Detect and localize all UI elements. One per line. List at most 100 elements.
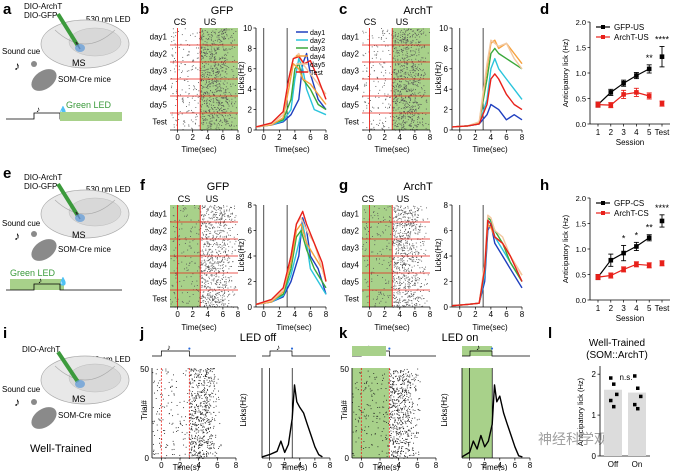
raster-dot (407, 273, 409, 275)
raster-dot (407, 39, 409, 41)
raster-dot (211, 392, 213, 394)
raster-dot (376, 124, 378, 125)
raster-dot (414, 379, 416, 381)
raster-dot (219, 282, 221, 284)
raster-dot (190, 429, 192, 431)
raster-dot (410, 248, 412, 250)
raster-dot (219, 83, 221, 85)
raster-dot (397, 245, 399, 247)
raster-dot (397, 38, 399, 40)
raster-dot (414, 224, 416, 226)
raster-dot (215, 249, 217, 251)
raster-dot (384, 99, 386, 101)
raster-dot (198, 427, 199, 429)
raster-dot (419, 122, 421, 124)
raster-dot (392, 92, 394, 94)
raster-dot (198, 409, 200, 411)
raster-dot (191, 394, 193, 396)
raster-dot (372, 65, 374, 67)
raster-dot (201, 441, 203, 442)
raster-dot (152, 451, 154, 452)
raster-dot (226, 49, 228, 51)
raster-dot (206, 418, 208, 420)
raster-dot (179, 454, 181, 456)
raster-dot (200, 391, 202, 393)
raster-dot (412, 280, 413, 282)
raster-dot (415, 229, 417, 231)
raster-dot (210, 232, 212, 234)
raster-dot (225, 124, 227, 126)
raster-dot (377, 51, 379, 53)
raster-dot (196, 405, 197, 406)
raster-dot (213, 368, 215, 369)
raster-dot (212, 71, 214, 73)
raster-dot (396, 102, 398, 104)
raster-dot (403, 47, 405, 49)
raster-dot (231, 48, 233, 50)
session-chart-h (587, 197, 670, 303)
x-tick-label: 8 (236, 310, 241, 319)
raster-dot (371, 251, 373, 253)
raster-dot (156, 413, 158, 415)
raster-dot (219, 109, 221, 111)
raster-dot (373, 80, 375, 82)
raster-dot (409, 70, 411, 72)
raster-dot (413, 259, 415, 261)
raster-dot (411, 269, 412, 271)
raster-dot (408, 237, 410, 239)
raster-dot (228, 250, 229, 252)
raster-dot (394, 77, 395, 79)
raster-dot (208, 406, 209, 408)
raster-dot (205, 407, 207, 409)
raster-dot (187, 368, 189, 370)
raster-dot (207, 267, 209, 269)
raster-dot (411, 82, 413, 84)
raster-dot (408, 74, 410, 75)
raster-dot (220, 299, 222, 301)
raster-dot (401, 128, 403, 130)
raster-dot (231, 128, 233, 130)
raster-dot (406, 234, 407, 236)
raster-dot (215, 80, 217, 82)
raster-dot (418, 225, 420, 227)
raster-dot (209, 244, 210, 246)
raster-dot (201, 106, 202, 108)
raster-dot (401, 273, 403, 275)
raster-dot (410, 246, 412, 248)
legend-label-day2: day2 (310, 38, 325, 45)
raster-dot (196, 289, 198, 290)
raster-dot (218, 71, 220, 73)
raster-dot (216, 111, 218, 112)
x-tick-label: 4 (196, 461, 201, 470)
raster-dot (220, 114, 222, 116)
raster-dot (218, 32, 220, 34)
raster-dot (213, 386, 215, 387)
raster-dot (204, 223, 206, 224)
raster-dot (197, 375, 199, 376)
raster-dot (405, 228, 407, 230)
raster-dot (385, 98, 387, 100)
raster-dot (223, 214, 225, 216)
raster-dot (366, 381, 367, 383)
x-tick-label: 2 (282, 461, 287, 470)
raster-dot (392, 116, 394, 118)
raster-dot (197, 102, 199, 104)
raster-dot (208, 227, 210, 228)
raster-dot (405, 207, 406, 209)
raster-dot (417, 299, 418, 301)
raster-dot (186, 276, 188, 278)
raster-dot (421, 298, 423, 300)
raster-dot (207, 236, 209, 238)
raster-dot (383, 125, 384, 127)
raster-dot (379, 89, 381, 91)
raster-dot (407, 420, 409, 422)
raster-dot (201, 383, 202, 385)
raster-dot (196, 398, 198, 399)
data-point-ArchT-CS (646, 263, 652, 268)
raster-dot (412, 225, 414, 227)
raster-dot (416, 55, 418, 57)
raster-dot (194, 450, 196, 452)
raster-dot (210, 222, 212, 224)
raster-dot (206, 103, 207, 105)
raster-dot (216, 242, 218, 243)
